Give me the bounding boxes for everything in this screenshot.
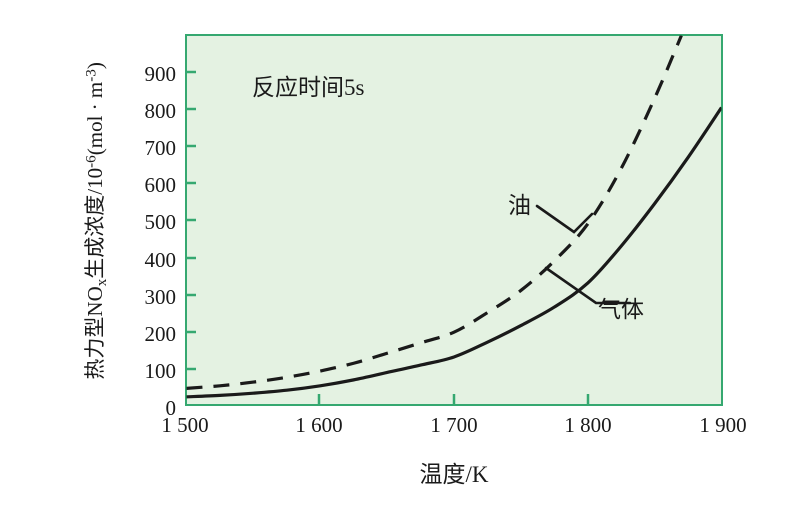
y-tick-label: 500 bbox=[144, 210, 177, 234]
y-tick-label: 700 bbox=[144, 136, 177, 160]
y-tick-label: 800 bbox=[144, 99, 177, 123]
y-axis-title-sup: -6 bbox=[83, 155, 100, 168]
y-tick-label: 200 bbox=[144, 322, 177, 346]
reaction-time-annotation: 反应时间5s bbox=[252, 75, 365, 100]
y-axis-title-post: (mol · m bbox=[83, 81, 108, 156]
y-axis-title-pre: 热力型NO bbox=[83, 286, 108, 380]
y-tick-label: 400 bbox=[144, 248, 177, 272]
y-tick-label: 900 bbox=[144, 62, 177, 86]
y-axis-tick-labels: 900 800 700 600 500 400 300 200 100 0 bbox=[118, 0, 177, 523]
y-axis-title-mid: 生成浓度/10 bbox=[83, 167, 108, 279]
y-tick-label: 0 bbox=[165, 396, 177, 420]
x-axis-title: 温度/K bbox=[419, 462, 489, 487]
y-tick-label: 300 bbox=[144, 285, 177, 309]
x-tick-label: 1 900 bbox=[699, 413, 747, 437]
y-axis-title: 热力型NOx生成浓度/10-6(mol · m-3) bbox=[79, 21, 111, 421]
series-label-gas: 气体 bbox=[598, 297, 644, 322]
x-tick-label: 1 700 bbox=[430, 413, 478, 437]
series-label-oil: 油 bbox=[508, 193, 531, 218]
y-tick-label: 600 bbox=[144, 173, 177, 197]
y-axis-title-sup2: -3 bbox=[83, 69, 100, 82]
x-tick-label: 1 800 bbox=[564, 413, 612, 437]
y-tick-label: 100 bbox=[144, 359, 177, 383]
x-tick-label: 1 600 bbox=[295, 413, 343, 437]
y-axis-title-post2: ) bbox=[83, 62, 108, 70]
x-tick-label: 1 500 bbox=[161, 413, 209, 437]
y-axis-title-sub: x bbox=[93, 278, 110, 287]
